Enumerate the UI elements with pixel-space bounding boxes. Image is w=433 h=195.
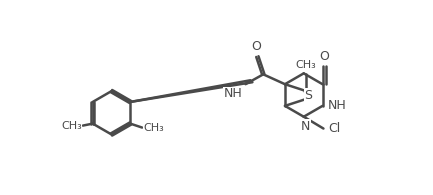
Text: CH₃: CH₃ bbox=[143, 123, 164, 133]
Text: N: N bbox=[301, 120, 310, 133]
Text: NH: NH bbox=[224, 87, 242, 100]
Text: NH: NH bbox=[327, 99, 346, 112]
Text: S: S bbox=[304, 89, 313, 102]
Text: CH₃: CH₃ bbox=[295, 60, 316, 70]
Text: O: O bbox=[320, 50, 330, 63]
Text: CH₃: CH₃ bbox=[61, 121, 82, 131]
Text: Cl: Cl bbox=[328, 122, 341, 135]
Text: O: O bbox=[252, 40, 261, 53]
